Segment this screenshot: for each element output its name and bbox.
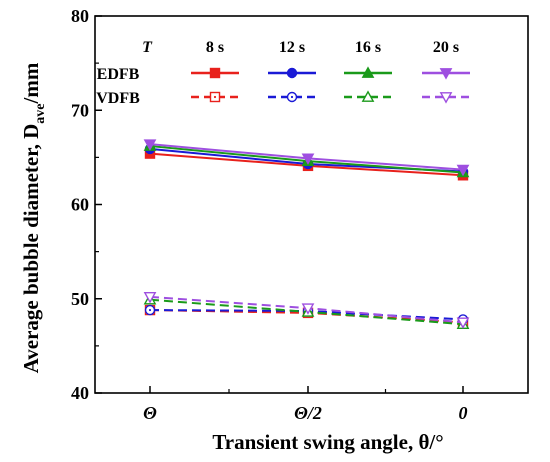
x-tick-label: Θ [143,403,157,423]
y-axis-title: Average bubble diameter, Dave/mm [19,62,48,373]
data-point [301,153,315,165]
series [143,292,470,329]
y-tick-label: 40 [71,383,89,403]
legend-marker [361,66,375,78]
legend: T 8 s 12 s 16 s 20 s EDFB VDFB [96,39,470,107]
y-tick-label: 60 [71,195,89,215]
y-axis-title-unit: /mm [19,62,43,104]
data-point [456,317,470,329]
x-axis-title: Transient swing angle, θ/° [212,430,443,454]
series-layer [143,139,470,330]
marker-center-dot [213,95,217,99]
legend-column-label: 16 s [355,39,381,56]
x-tick-label: Θ/2 [294,403,322,423]
legend-column-label: 8 s [206,39,224,56]
legend-column-label: 12 s [279,39,305,56]
y-tick-label: 80 [71,6,89,26]
legend-marker [439,92,453,104]
marker-center-dot [148,308,152,312]
legend-header: T [142,39,153,56]
y-tick-label: 50 [71,289,89,309]
data-point [143,292,157,304]
data-point [301,303,315,315]
legend-row-label: VDFB [96,90,140,107]
y-axis-title-subscript: ave [33,103,48,123]
legend-column-label: 20 s [433,39,459,56]
x-tick-label: 0 [459,403,468,423]
marker-center-dot [290,95,294,99]
legend-marker [209,67,221,79]
series [143,139,470,177]
y-tick-label: 70 [71,100,89,120]
legend-row-label: EDFB [97,66,140,83]
legend-marker [286,67,298,79]
legend-marker [439,68,453,80]
axes: 40 50 60 70 80 Θ Θ/2 0 [71,6,529,423]
data-point [456,164,470,177]
data-point [143,139,157,151]
y-axis-title-main: Average bubble diameter, D [19,124,43,374]
legend-marker [361,90,375,102]
